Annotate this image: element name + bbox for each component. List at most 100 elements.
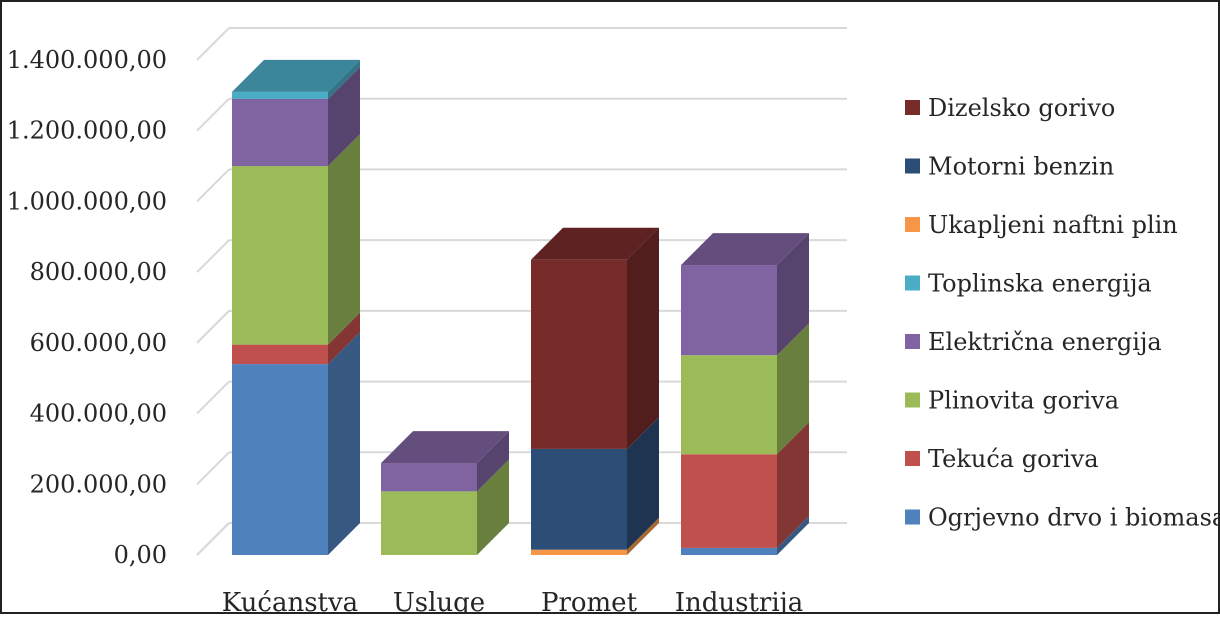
bar-side [777,422,809,548]
bar-segment-ogrjevno-drvo-i-biomasa [232,332,360,555]
bar-front [681,454,777,548]
bar-side [777,233,809,356]
bar-side [477,431,509,492]
bar-segment-motorni-benzin [531,416,659,550]
legend-item-dizelsko-gorivo: Dizelsko gorivo [905,94,1115,122]
gridline-depth [196,451,230,485]
legend-label: Tekuća goriva [928,445,1099,473]
legend-item-tekuca-goriva: Tekuća goriva [905,445,1099,473]
gridline-depth [196,310,230,344]
bar-segment-toplinska-energija [232,59,360,99]
y-axis-floor [196,522,230,556]
bar-front [232,98,328,167]
legend-swatch [905,275,920,291]
legend-item-toplinska-energija: Toplinska energija [905,270,1152,298]
bar-stack-kucanstva [232,59,360,555]
bar-segment-ogrjevno-drvo-i-biomasa [681,515,809,555]
y-tick-label: 1.200.000,00 [7,117,167,145]
gridline-depth [196,168,230,203]
bar-front [531,259,627,449]
x-category-label: Kućanstva [222,588,358,612]
y-tick-label: 0,00 [114,541,167,569]
legend-label: Ukapljeni naftni plin [928,211,1178,239]
bar-side [328,59,360,99]
bar-side [328,332,360,555]
bar-front [681,265,777,356]
legend-label: Dizelsko gorivo [928,94,1115,122]
bar-segment-elektricna-energija [681,233,809,356]
legend-item-ogrjevno-drvo-i-biomasa: Ogrjevno drvo i biomasa [905,504,1220,532]
legend-item-motorni-benzin: Motorni benzin [905,153,1114,181]
y-tick-label: 200.000,00 [30,470,167,498]
y-tick-label: 800.000,00 [30,258,167,286]
bar-side [627,517,659,555]
bar-side [328,312,360,365]
y-tick-label: 400.000,00 [30,400,167,428]
legend-swatch [905,100,920,115]
bar-front [232,344,328,365]
bars-layer [232,59,809,555]
legend-swatch [905,217,920,232]
x-category-label: Usluge [393,588,485,612]
bar-front [232,91,328,99]
bar-side [777,323,809,455]
gridline-depth [196,380,230,415]
bar-top [531,227,659,260]
bar-front [381,463,477,492]
bar-stack-promet [531,227,659,555]
bar-front [681,355,777,455]
bar-side [627,227,659,449]
bar-stack-industrija [681,233,809,555]
y-tick-label: 1.400.000,00 [7,46,167,74]
legend-swatch [905,158,920,174]
bar-segment-plinovita-goriva [681,323,809,455]
legend-label: Ogrjevno drvo i biomasa [928,504,1218,532]
legend-swatch [905,451,920,466]
bar-top [232,59,360,92]
legend-swatch [905,392,920,408]
gridline-depth [196,27,230,61]
bar-front [232,364,328,555]
legend: Dizelsko gorivo Motorni benzin Ukapljeni n… [905,94,1220,532]
bar-segment-dizelsko-gorivo [531,227,659,449]
y-tick-label: 1.000.000,00 [7,187,167,215]
bar-segment-ukapljeni-naftni-plin [531,517,659,555]
bar-segment-plinovita-goriva [232,134,360,345]
bar-top [381,431,509,464]
x-category-label: Industrija [675,588,804,612]
legend-label: Toplinska energija [928,270,1152,298]
bar-top [681,233,809,266]
bar-front [681,547,777,555]
legend-label: Plinovita goriva [928,387,1119,415]
legend-swatch [905,334,920,349]
bar-side [328,66,360,167]
bar-front [381,491,477,555]
bar-front [232,166,328,345]
bar-side [777,515,809,555]
legend-item-ukapljeni-naftni-plin: Ukapljeni naftni plin [905,211,1178,239]
legend-label: Električna energija [928,328,1162,356]
bar-side [328,134,360,345]
bar-side [477,459,509,555]
x-axis-categories: Kućanstva Usluge Promet Industrija [222,588,804,617]
bar-segment-plinovita-goriva [381,459,509,555]
x-category-label: Promet [541,588,638,612]
bar-segment-tekuca-goriva [232,312,360,365]
bar-segment-tekuca-goriva [681,422,809,548]
legend-item-plinovita-goriva: Plinovita goriva [905,387,1119,415]
bar-front [531,448,627,550]
bar-segment-elektricna-energija [232,66,360,167]
bar-segment-elektricna-energija [381,431,509,492]
bar-side [627,416,659,550]
bar-stack-usluge [381,431,509,555]
y-axis-ticks: 0,00 200.000,00 400.000,00 600.000,00 800.00… [7,46,167,569]
legend-swatch [905,509,920,525]
gridline-depth [196,98,230,132]
gridline-depth [196,239,230,273]
legend-label: Motorni benzin [928,153,1114,181]
bar-front [531,549,627,555]
legend-item-elektricna-energija: Električna energija [905,328,1162,356]
y-tick-label: 600.000,00 [30,329,167,357]
